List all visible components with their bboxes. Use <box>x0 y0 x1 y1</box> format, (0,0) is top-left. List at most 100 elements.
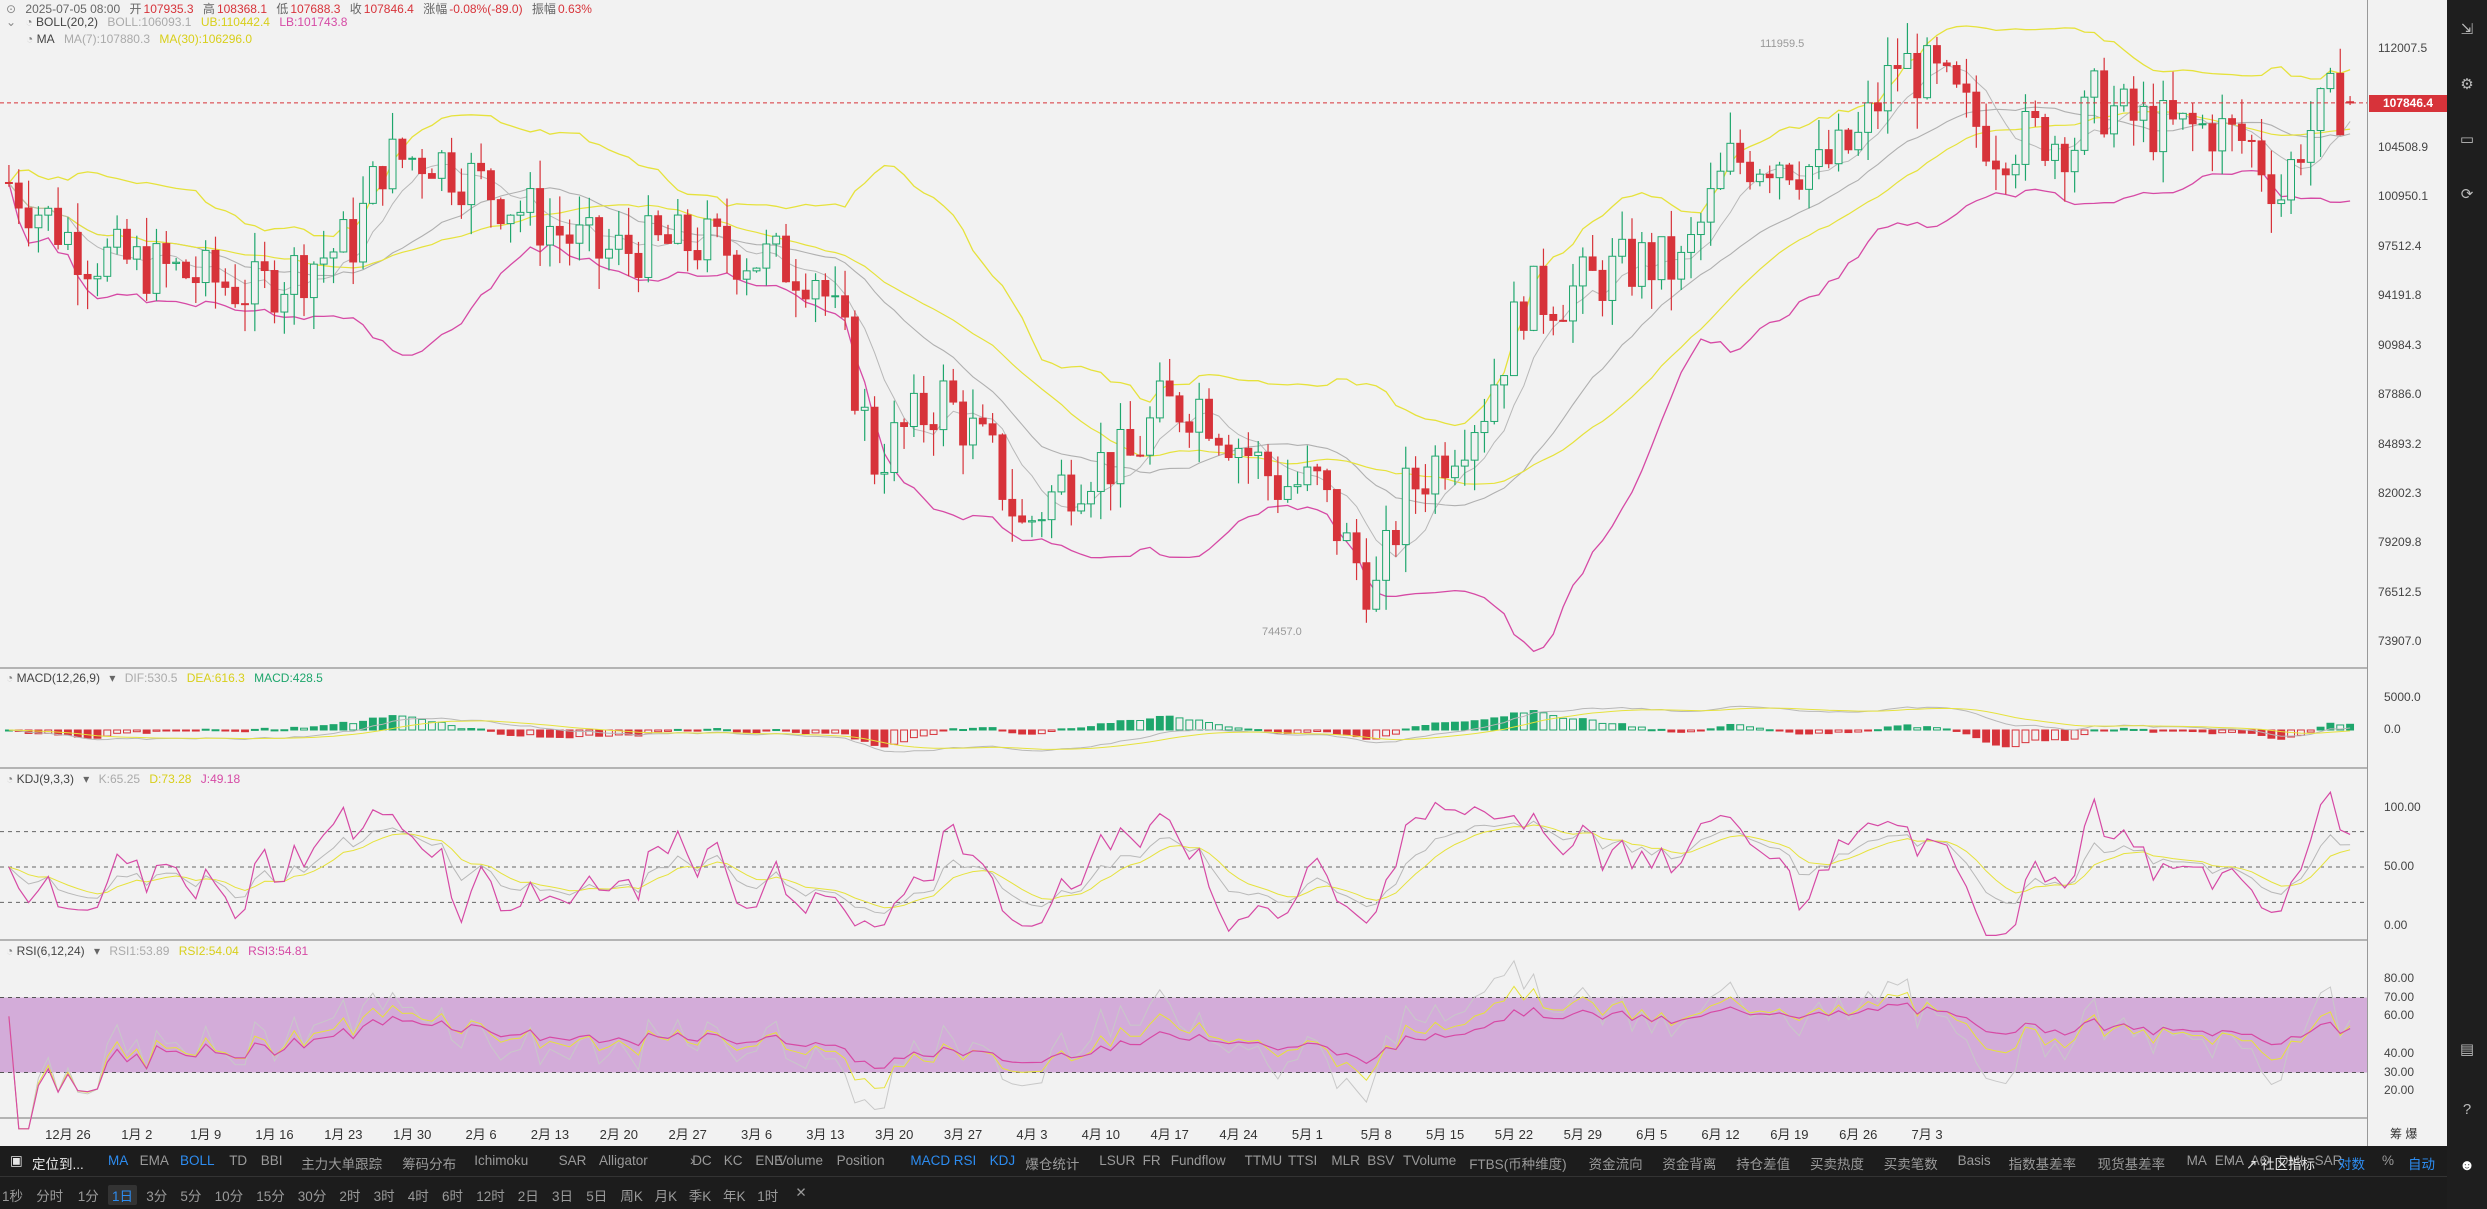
sub-indicator-15[interactable]: 资金流向 <box>1588 1157 1643 1172</box>
sub-indicator-24[interactable]: EMA <box>2214 1153 2245 1168</box>
sub-indicator-27[interactable]: SAR <box>2314 1153 2343 1168</box>
sub-indicator-13[interactable]: TVolume <box>1403 1153 1457 1168</box>
kdj-legend[interactable]: ◔ KDJ(9,3,3) ▾ K:65.25 D:73.28 J:49.18 <box>6 772 246 786</box>
timeframe-1秒[interactable]: 1秒 <box>2 1189 24 1204</box>
chevron-down-icon[interactable]: ▾ <box>109 671 116 685</box>
auto-scale-toggle[interactable]: 自动 <box>2408 1157 2435 1172</box>
chevron-down-icon[interactable]: ⌄ <box>6 15 17 29</box>
eye-icon[interactable]: ◔ <box>25 15 33 29</box>
sub-indicator-11[interactable]: MLR <box>1331 1153 1360 1168</box>
community-indicators-button[interactable]: ↗ 社区指标 <box>2246 1157 2316 1172</box>
main-indicator-kc[interactable]: KC <box>723 1153 743 1168</box>
chevron-right-icon[interactable]: › <box>2228 1153 2233 1168</box>
sub-indicator-8[interactable]: Fundflow <box>1170 1153 1226 1168</box>
chart-area[interactable]: ⊙ 2025-07-05 08:00 开 107935.3 高 108368.1 低… <box>0 0 2367 1146</box>
display-icon[interactable]: ▭ <box>2459 131 2475 148</box>
timeframe-30分[interactable]: 30分 <box>297 1189 327 1204</box>
chevron-down-icon[interactable]: ▾ <box>83 772 90 786</box>
sub-indicator-21[interactable]: 指数基差率 <box>2008 1157 2077 1172</box>
main-indicator-alligator[interactable]: Alligator <box>599 1153 648 1168</box>
layout-icon[interactable]: ▤ <box>2459 1041 2475 1058</box>
sub-indicator-20[interactable]: Basis <box>1957 1153 1991 1168</box>
log-scale-toggle[interactable]: 对数 <box>2338 1157 2365 1172</box>
timeframe-3日[interactable]: 3日 <box>552 1189 574 1204</box>
rsi-legend[interactable]: ◔ RSI(6,12,24) ▾ RSI1:53.89 RSI2:54.04 R… <box>6 944 314 958</box>
main-indicator-主力大单跟踪[interactable]: 主力大单跟踪 <box>301 1157 383 1172</box>
sub-indicator-17[interactable]: 持仓差值 <box>1736 1157 1791 1172</box>
main-indicator-td[interactable]: TD <box>229 1153 248 1168</box>
sub-indicator-18[interactable]: 买卖热度 <box>1810 1157 1864 1172</box>
main-indicator-筹码分布[interactable]: 筹码分布 <box>402 1157 457 1172</box>
macd-legend[interactable]: ◔ MACD(12,26,9) ▾ DIF:530.5 DEA:616.3 MA… <box>6 671 329 685</box>
timeframe-15分[interactable]: 15分 <box>256 1189 285 1204</box>
timeframe-12时[interactable]: 12时 <box>476 1189 505 1204</box>
main-indicator-ichimoku[interactable]: Ichimoku <box>474 1153 529 1168</box>
ma-legend[interactable]: ◔ MA MA(7):107880.3 MA(30):106296.0 <box>26 32 258 46</box>
timeframe-季K[interactable]: 季K <box>688 1189 712 1204</box>
eye-icon[interactable]: ◔ <box>6 671 14 685</box>
timeframe-4时[interactable]: 4时 <box>407 1189 429 1204</box>
refresh-icon[interactable]: ⟳ <box>2460 186 2474 203</box>
timeframe-1日[interactable]: 1日 <box>108 1185 138 1205</box>
timeframe-2时[interactable]: 2时 <box>339 1189 361 1204</box>
sub-indicator-7[interactable]: FR <box>1142 1153 1161 1168</box>
sub-indicator-23[interactable]: MA <box>2186 1153 2207 1168</box>
close-icon[interactable]: ✕ <box>795 1185 807 1200</box>
timeframe-1分[interactable]: 1分 <box>77 1189 99 1204</box>
main-indicator-boll[interactable]: BOLL <box>180 1153 215 1168</box>
timeframe-周K[interactable]: 周K <box>620 1189 643 1204</box>
sub-indicator-14[interactable]: FTBS(币种维度) <box>1469 1157 1567 1172</box>
price-tick: 97512.4 <box>2378 238 2422 253</box>
settings-icon[interactable]: ⚙ <box>2460 76 2474 93</box>
collapse-icon[interactable]: ⊙ <box>6 2 17 16</box>
help-icon[interactable]: ? <box>2462 1101 2472 1118</box>
timeframe-分时[interactable]: 分时 <box>36 1189 64 1204</box>
main-indicator-ma[interactable]: MA <box>108 1153 129 1168</box>
candle-body <box>2090 70 2099 98</box>
main-indicator-ene[interactable]: ENE <box>755 1153 784 1168</box>
percent-scale-toggle[interactable]: % <box>2382 1153 2395 1168</box>
eye-icon[interactable]: ◔ <box>26 32 34 46</box>
eye-icon[interactable]: ◔ <box>6 772 14 786</box>
timeframe-5日[interactable]: 5日 <box>586 1189 608 1204</box>
sub-indicator-10[interactable]: TTSI <box>1288 1153 1318 1168</box>
sub-indicator-25[interactable]: AO <box>2250 1153 2271 1168</box>
sub-indicator-4[interactable]: KDJ <box>989 1153 1016 1168</box>
timeframe-年K[interactable]: 年K <box>723 1189 746 1204</box>
sub-indicator-22[interactable]: 现货基差率 <box>2097 1157 2166 1172</box>
sub-indicator-6[interactable]: LSUR <box>1099 1153 1136 1168</box>
chart-canvas[interactable] <box>0 0 2367 1146</box>
timeframe-3时[interactable]: 3时 <box>373 1189 395 1204</box>
sub-indicator-5[interactable]: 爆仓统计 <box>1025 1157 1080 1172</box>
timeframe-月K[interactable]: 月K <box>654 1189 678 1204</box>
chevron-down-icon[interactable]: ▾ <box>93 944 101 958</box>
main-indicator-ema[interactable]: EMA <box>139 1153 169 1168</box>
boll-legend[interactable]: ⌄ ◔ BOLL(20,2) BOLL:106093.1 UB:110442.4… <box>6 15 353 29</box>
sub-indicator-0[interactable]: Volume <box>778 1153 824 1168</box>
sub-indicator-26[interactable]: DMI <box>2278 1153 2304 1168</box>
sub-indicator-12[interactable]: BSV <box>1367 1153 1395 1168</box>
candle-body <box>565 234 574 244</box>
robot-icon[interactable]: ☻ <box>2459 1157 2475 1174</box>
sub-indicator-19[interactable]: 买卖笔数 <box>1883 1157 1938 1172</box>
export-icon[interactable]: ⇲ <box>2460 21 2474 38</box>
chevron-right-icon[interactable]: › <box>690 1153 695 1168</box>
sub-indicator-1[interactable]: Position <box>836 1153 885 1168</box>
locate-button[interactable]: 定位到... <box>32 1157 84 1172</box>
main-indicator-sar[interactable]: SAR <box>558 1153 587 1168</box>
sub-indicator-3[interactable]: RSI <box>953 1153 977 1168</box>
sub-indicator-9[interactable]: TTMU <box>1244 1153 1283 1168</box>
timeframe-1时[interactable]: 1时 <box>757 1189 779 1204</box>
timeframe-5分[interactable]: 5分 <box>180 1189 202 1204</box>
main-indicator-bbi[interactable]: BBI <box>260 1153 283 1168</box>
timeframe-10分[interactable]: 10分 <box>214 1189 244 1204</box>
eye-icon[interactable]: ◔ <box>6 944 14 958</box>
sub-indicator-16[interactable]: 资金背离 <box>1662 1157 1717 1172</box>
sub-indicator-2[interactable]: MACD <box>910 1153 951 1168</box>
timeframe-3分[interactable]: 3分 <box>146 1189 168 1204</box>
main-indicator-dc[interactable]: DC <box>692 1153 712 1168</box>
price-axis[interactable]: 112007.5 104508.9 100950.1 97512.4 94191.8 90… <box>2367 0 2447 1146</box>
timeframe-6时[interactable]: 6时 <box>442 1189 464 1204</box>
calendar-icon[interactable]: ▣ <box>10 1153 23 1168</box>
timeframe-2日[interactable]: 2日 <box>517 1189 539 1204</box>
